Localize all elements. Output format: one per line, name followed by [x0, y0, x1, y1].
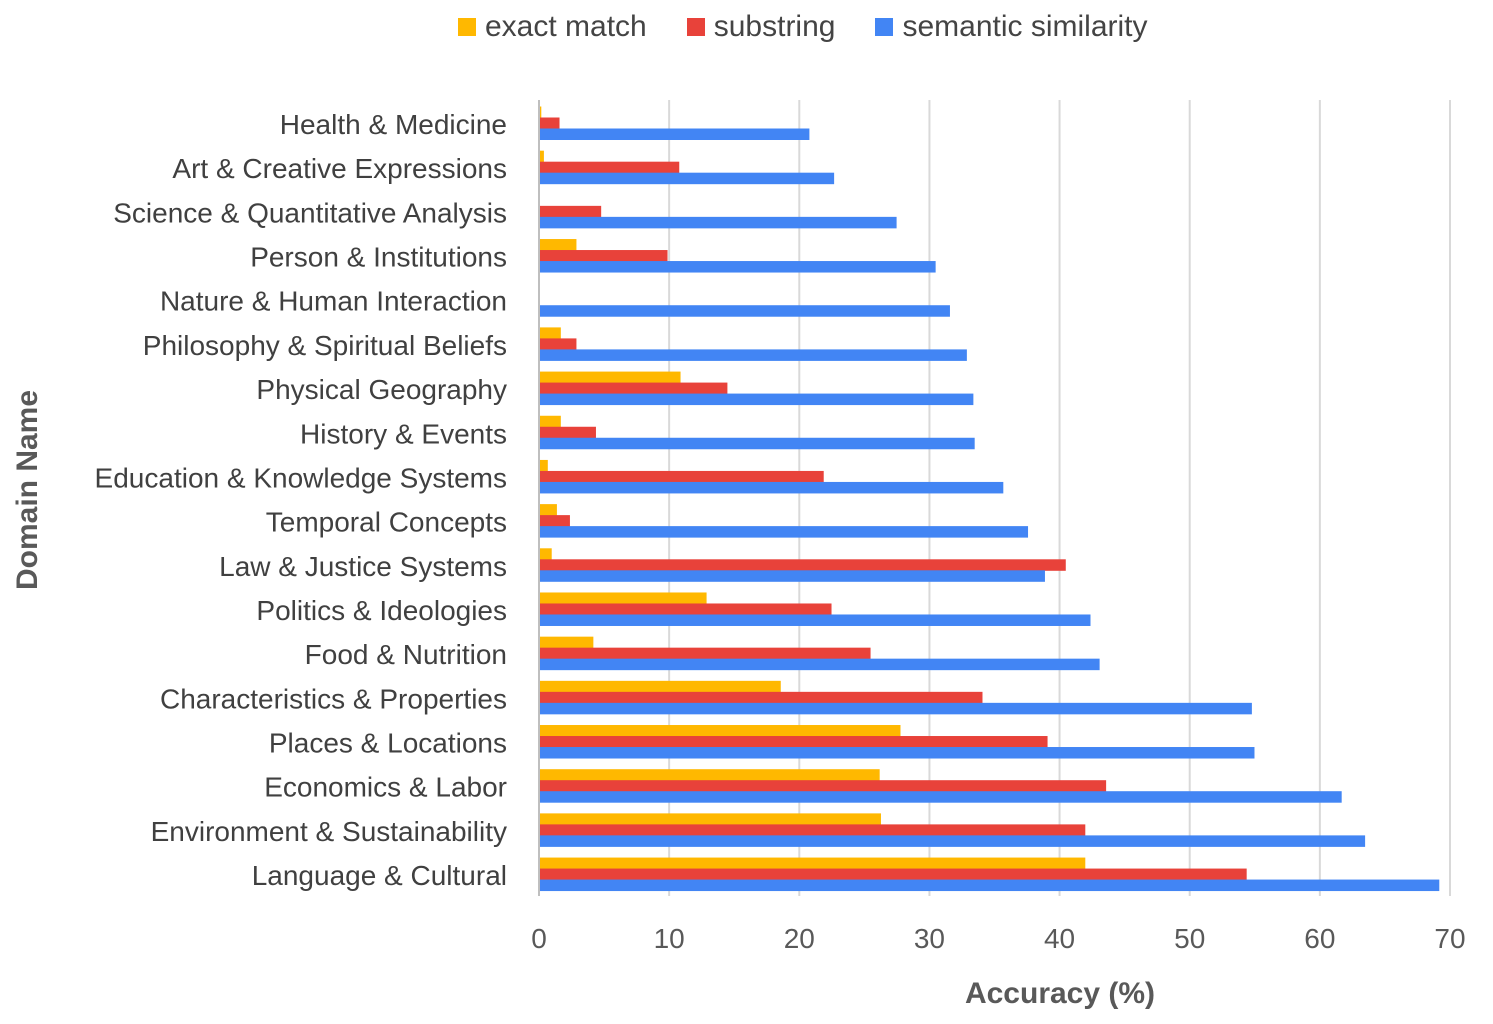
- y-tick-label-temporal-concepts: Temporal Concepts: [266, 507, 507, 538]
- bar-semantic-similarity-language-and-cultural: [540, 879, 1440, 892]
- x-tick-label-70: 70: [1434, 923, 1465, 954]
- x-tick-label-30: 30: [914, 923, 945, 954]
- legend-swatch-exact-match: [458, 18, 476, 36]
- x-tick-label-0: 0: [531, 923, 547, 954]
- y-tick-label-economics-and-labor: Economics & Labor: [264, 772, 507, 803]
- y-tick-label-physical-geography: Physical Geography: [256, 374, 507, 405]
- y-tick-label-environment-and-sustainability: Environment & Sustainability: [151, 816, 507, 847]
- bar-substring-history-and-events: [540, 426, 596, 439]
- bar-exact-match-education-and-knowledge-systems: [540, 459, 548, 472]
- y-tick-label-politics-and-ideologies: Politics & Ideologies: [256, 595, 507, 626]
- bar-exact-match-temporal-concepts: [540, 504, 557, 516]
- bar-substring-politics-and-ideologies: [540, 603, 832, 615]
- bar-exact-match-law-and-justice-systems: [540, 548, 552, 560]
- y-tick-label-characteristics-and-properties: Characteristics & Properties: [160, 683, 507, 714]
- bar-semantic-similarity-history-and-events: [540, 437, 975, 450]
- legend-item-semantic-similarity[interactable]: semantic similarity: [875, 10, 1148, 44]
- bar-exact-match-philosophy-and-spiritual-beliefs: [540, 327, 561, 339]
- bar-exact-match-characteristics-and-properties: [540, 680, 781, 693]
- bar-semantic-similarity-health-and-medicine: [540, 128, 810, 140]
- bar-semantic-similarity-education-and-knowledge-systems: [540, 481, 1004, 494]
- y-tick-label-art-and-creative-expressions: Art & Creative Expressions: [172, 153, 507, 184]
- bar-semantic-similarity-environment-and-sustainability: [540, 835, 1366, 847]
- bar-substring-physical-geography: [540, 382, 728, 395]
- x-axis-title: Accuracy (%): [965, 977, 1155, 1010]
- y-tick-label-health-and-medicine: Health & Medicine: [280, 109, 507, 140]
- y-tick-label-philosophy-and-spiritual-beliefs: Philosophy & Spiritual Beliefs: [143, 330, 507, 361]
- bar-substring-science-and-quantitative-analysis: [540, 205, 602, 218]
- bar-substring-places-and-locations: [540, 736, 1048, 748]
- bar-substring-economics-and-labor: [540, 780, 1107, 792]
- bar-semantic-similarity-physical-geography: [540, 393, 974, 406]
- bar-substring-environment-and-sustainability: [540, 824, 1086, 836]
- x-tick-label-40: 40: [1044, 923, 1075, 954]
- bar-semantic-similarity-philosophy-and-spiritual-beliefs: [540, 349, 967, 361]
- bar-exact-match-person-and-institutions: [540, 239, 577, 251]
- bar-semantic-similarity-person-and-institutions: [540, 261, 936, 273]
- y-tick-label-science-and-quantitative-analysis: Science & Quantitative Analysis: [113, 197, 507, 228]
- y-tick-label-nature-and-human-interaction: Nature & Human Interaction: [160, 286, 507, 317]
- x-tick-label-50: 50: [1174, 923, 1205, 954]
- bar-exact-match-language-and-cultural: [540, 857, 1086, 870]
- bar-substring-temporal-concepts: [540, 515, 570, 527]
- bar-semantic-similarity-economics-and-labor: [540, 791, 1342, 803]
- bar-substring-characteristics-and-properties: [540, 691, 983, 704]
- bar-substring-law-and-justice-systems: [540, 559, 1066, 571]
- y-tick-label-person-and-institutions: Person & Institutions: [250, 242, 507, 273]
- legend-item-substring[interactable]: substring: [686, 10, 836, 44]
- bar-semantic-similarity-characteristics-and-properties: [540, 702, 1252, 715]
- x-tick-label-60: 60: [1304, 923, 1335, 954]
- bar-exact-match-art-and-creative-expressions: [540, 150, 544, 163]
- bar-substring-person-and-institutions: [540, 250, 668, 262]
- y-tick-label-law-and-justice-systems: Law & Justice Systems: [219, 551, 507, 582]
- bar-exact-match-history-and-events: [540, 415, 561, 428]
- bar-exact-match-environment-and-sustainability: [540, 813, 881, 825]
- bar-substring-education-and-knowledge-systems: [540, 470, 824, 483]
- bar-exact-match-politics-and-ideologies: [540, 592, 707, 604]
- bar-semantic-similarity-politics-and-ideologies: [540, 614, 1091, 626]
- legend-label-exact-match: exact match: [485, 10, 647, 43]
- legend-label-semantic-similarity: semantic similarity: [902, 10, 1148, 43]
- bar-substring-language-and-cultural: [540, 868, 1247, 881]
- bar-substring-art-and-creative-expressions: [540, 161, 680, 174]
- y-tick-label-language-and-cultural: Language & Cultural: [252, 860, 507, 891]
- legend-label-substring: substring: [713, 10, 836, 43]
- bar-exact-match-economics-and-labor: [540, 769, 880, 781]
- y-tick-label-places-and-locations: Places & Locations: [269, 728, 507, 759]
- legend-item-exact-match[interactable]: exact match: [458, 10, 647, 44]
- bar-semantic-similarity-temporal-concepts: [540, 526, 1029, 538]
- bar-substring-health-and-medicine: [540, 117, 560, 129]
- legend: exact match substring semantic similarit…: [458, 10, 1188, 44]
- bar-semantic-similarity-food-and-nutrition: [540, 658, 1100, 671]
- x-tick-label-10: 10: [654, 923, 685, 954]
- bar-exact-match-health-and-medicine: [540, 106, 542, 118]
- y-tick-label-education-and-knowledge-systems: Education & Knowledge Systems: [95, 462, 507, 493]
- y-axis-title: Domain Name: [11, 390, 44, 590]
- bar-semantic-similarity-places-and-locations: [540, 747, 1255, 759]
- y-tick-label-history-and-events: History & Events: [300, 418, 507, 449]
- legend-swatch-semantic-similarity: [875, 18, 894, 36]
- bar-semantic-similarity-law-and-justice-systems: [540, 570, 1045, 582]
- bar-semantic-similarity-nature-and-human-interaction: [540, 305, 950, 317]
- bar-exact-match-physical-geography: [540, 371, 681, 384]
- bar-exact-match-places-and-locations: [540, 725, 901, 737]
- bar-substring-philosophy-and-spiritual-beliefs: [540, 338, 577, 350]
- bar-semantic-similarity-art-and-creative-expressions: [540, 172, 835, 185]
- x-tick-label-20: 20: [784, 923, 815, 954]
- bar-exact-match-food-and-nutrition: [540, 636, 594, 649]
- bar-substring-food-and-nutrition: [540, 647, 871, 660]
- bar-semantic-similarity-science-and-quantitative-analysis: [540, 216, 897, 229]
- y-tick-label-food-and-nutrition: Food & Nutrition: [305, 639, 507, 670]
- legend-swatch-substring: [686, 18, 705, 36]
